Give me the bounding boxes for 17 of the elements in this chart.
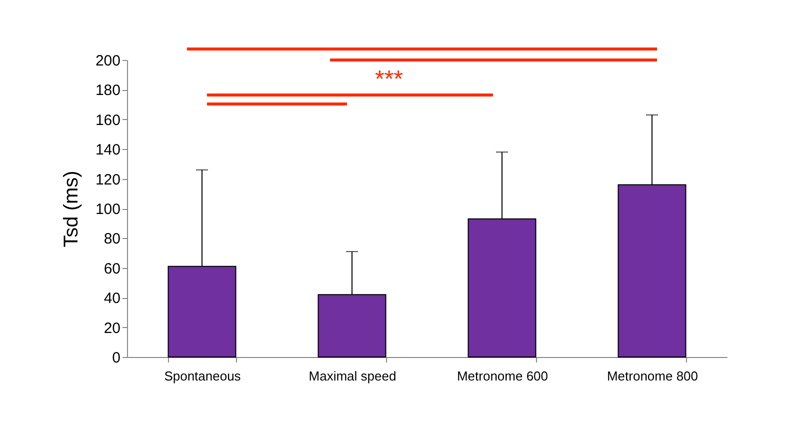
annotation: *** xyxy=(374,66,404,93)
y-tick-label: 100 xyxy=(95,201,120,218)
y-tick-label: 160 xyxy=(95,112,120,129)
y-tick-label: 0 xyxy=(112,350,120,366)
x-tick-label: Metronome 600 xyxy=(456,368,548,384)
x-tick-label: Maximal speed xyxy=(308,368,396,384)
y-axis-title: Tsd (ms) xyxy=(60,170,82,248)
x-tick-label: Metronome 800 xyxy=(606,368,698,384)
y-tick-label: 120 xyxy=(95,171,120,188)
x-tick-label: Spontaneous xyxy=(164,368,242,384)
y-tick-label: 180 xyxy=(95,82,120,100)
y-tick-label: 40 xyxy=(104,290,120,308)
y-tick-label: 60 xyxy=(104,260,120,278)
y-tick-label: 200 xyxy=(95,52,120,70)
y-tick-label: 80 xyxy=(104,230,120,248)
y-tick-label: 20 xyxy=(104,320,120,337)
y-tick-label: 140 xyxy=(95,142,120,159)
